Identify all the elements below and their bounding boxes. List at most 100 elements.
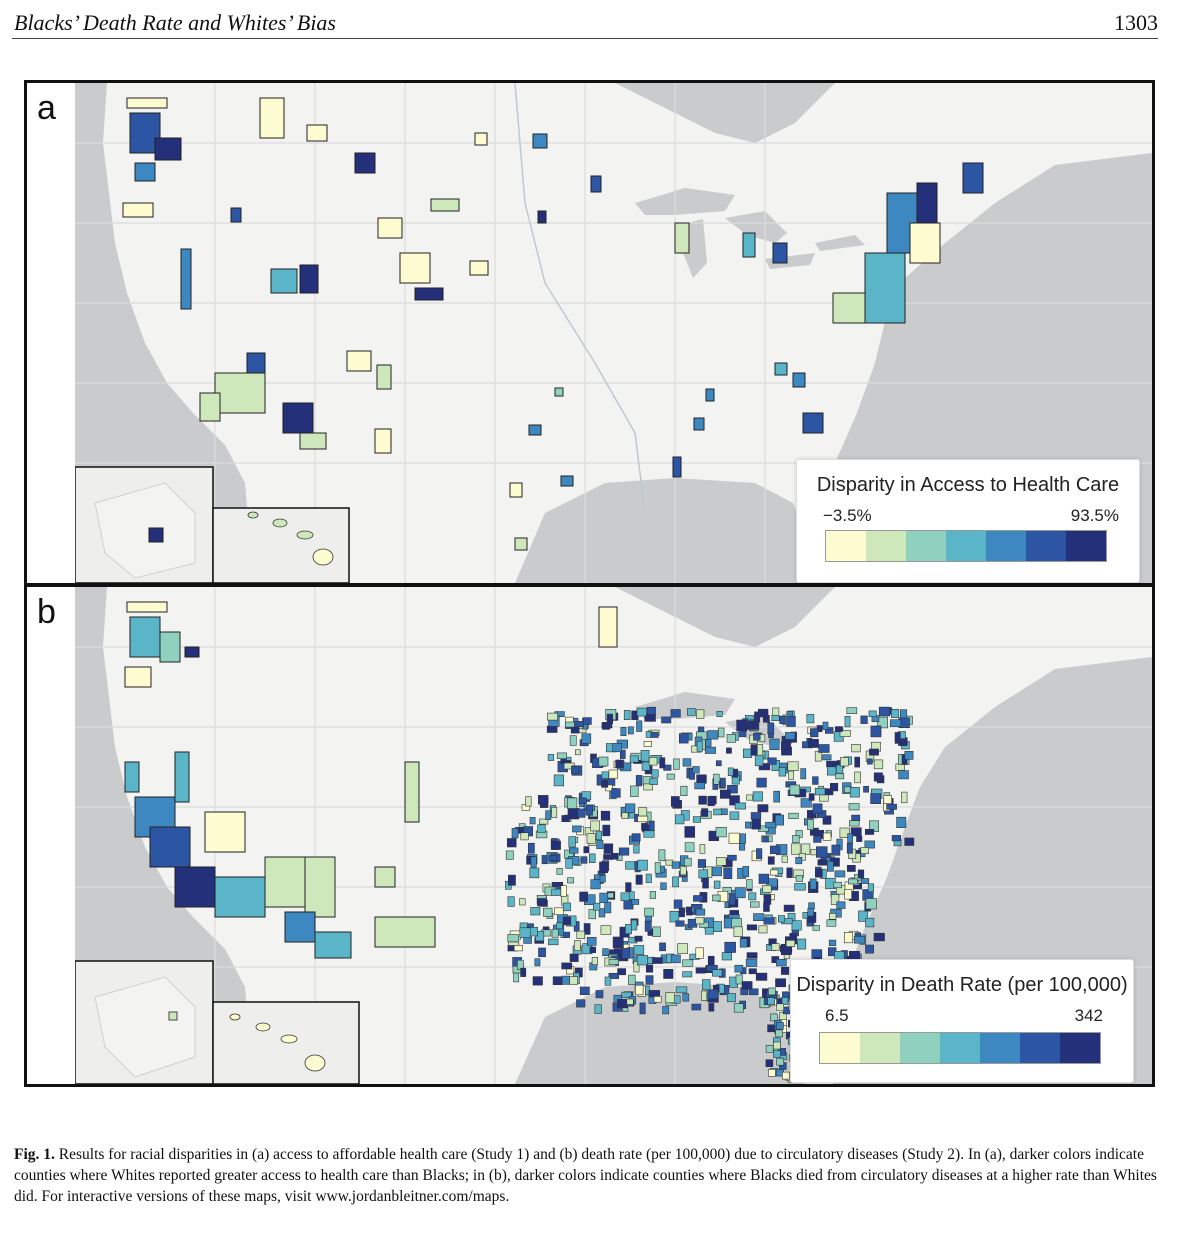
county-cell xyxy=(697,859,707,868)
county-cell xyxy=(520,832,529,841)
county-cell xyxy=(695,709,705,719)
county-cell xyxy=(873,772,883,782)
county-cell xyxy=(785,732,796,740)
county-cell xyxy=(781,1071,790,1080)
county-cell xyxy=(836,764,844,774)
county-cell xyxy=(682,959,694,967)
county-cell xyxy=(519,898,526,906)
county-cell xyxy=(548,855,558,862)
county-cell xyxy=(791,920,802,931)
county-cell xyxy=(748,968,757,975)
county-cell xyxy=(669,910,680,923)
county-cell xyxy=(829,783,839,792)
county-cell xyxy=(602,948,609,957)
county-cell xyxy=(595,990,604,999)
county-cell xyxy=(507,874,516,886)
county-cell xyxy=(693,895,704,902)
county-cell xyxy=(757,804,769,813)
county-cell xyxy=(854,771,861,784)
county-cell xyxy=(577,808,586,818)
county-cell xyxy=(546,725,558,733)
county-cell xyxy=(548,938,559,946)
county-cell xyxy=(653,996,662,1003)
legend-swatch xyxy=(940,1033,980,1063)
county-cell xyxy=(728,832,740,844)
county-cell xyxy=(513,972,520,983)
county-cell xyxy=(755,972,768,981)
county-cell xyxy=(754,754,764,767)
county-cell xyxy=(643,741,652,747)
county-cell xyxy=(723,867,733,879)
county-cell xyxy=(746,924,758,931)
county-cell xyxy=(863,786,869,793)
county-cell xyxy=(643,830,655,838)
county-cell xyxy=(674,814,685,825)
county-cell xyxy=(800,768,807,780)
county-cell xyxy=(513,945,524,952)
county-cell xyxy=(765,1059,774,1068)
county-cell xyxy=(696,774,707,784)
county-cell xyxy=(780,741,791,751)
county-cell xyxy=(873,759,884,770)
county-cell xyxy=(739,833,746,844)
county-cell xyxy=(781,855,788,863)
county-cell xyxy=(601,771,609,779)
county-cell xyxy=(741,981,753,990)
county-cell xyxy=(734,802,746,810)
county-cell xyxy=(692,766,700,774)
county-cell xyxy=(713,921,722,932)
county-cell xyxy=(581,733,592,744)
county-cell xyxy=(795,856,803,865)
county-cell xyxy=(652,957,663,964)
county-cell xyxy=(672,876,679,888)
county-cell xyxy=(599,861,608,873)
county-cell xyxy=(635,984,644,996)
county-cell xyxy=(619,749,626,759)
county-cell xyxy=(583,846,590,854)
county-cell xyxy=(891,835,901,842)
county-cell xyxy=(660,882,667,890)
county-cell xyxy=(769,845,781,854)
county-cell xyxy=(600,810,611,821)
county-cell xyxy=(726,993,736,1003)
legend-title: Disparity in Death Rate (per 100,000) xyxy=(796,974,1128,996)
county-cell xyxy=(648,990,661,998)
county-cell xyxy=(675,986,688,994)
county-cell xyxy=(572,825,582,833)
county-cell xyxy=(757,708,769,718)
county-cell xyxy=(560,885,567,897)
county-cell xyxy=(623,710,631,721)
county-cell xyxy=(826,860,834,872)
county-cell xyxy=(580,856,588,864)
county-cell xyxy=(767,997,776,1006)
county-cell xyxy=(546,712,558,721)
county-cell xyxy=(826,766,837,776)
county-cell xyxy=(851,744,861,753)
county-cell xyxy=(763,902,770,912)
county-cell xyxy=(712,894,721,902)
county-cell xyxy=(658,849,666,862)
county-cell xyxy=(579,986,590,995)
county-cell xyxy=(620,892,630,901)
county-cell xyxy=(886,803,897,810)
county-cell xyxy=(665,859,674,866)
county-cell xyxy=(569,976,578,985)
county-cell xyxy=(719,777,726,789)
county-cell xyxy=(810,728,819,738)
county-cell xyxy=(735,974,743,985)
county-cell xyxy=(864,829,875,835)
county-cell xyxy=(573,940,581,951)
county-cell xyxy=(537,898,547,907)
running-title: Blacks’ Death Rate and Whites’ Bias xyxy=(14,10,336,35)
county-cell xyxy=(833,881,842,889)
county-cell xyxy=(736,719,748,732)
legend-swatch xyxy=(1026,531,1066,561)
county-cell xyxy=(547,754,555,761)
county-cell xyxy=(646,706,656,715)
county-cell xyxy=(768,987,776,996)
county-cell xyxy=(756,777,767,788)
county-cell xyxy=(649,891,656,899)
county-cell xyxy=(836,901,846,909)
figure-caption: Fig. 1. Results for racial disparities i… xyxy=(14,1144,1164,1207)
county-cell xyxy=(654,862,661,874)
